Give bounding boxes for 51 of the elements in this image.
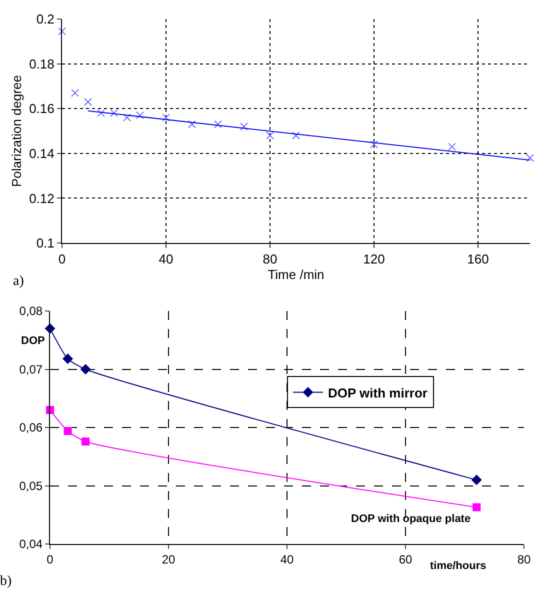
point xyxy=(188,120,196,128)
x-tick-label: 80 xyxy=(517,552,531,566)
point xyxy=(97,109,105,118)
y-tick-label: 0.18 xyxy=(29,56,54,72)
y-tick-label: 0.2 xyxy=(36,12,54,27)
point xyxy=(84,98,92,106)
point xyxy=(240,122,248,131)
point xyxy=(370,140,378,148)
x-tick-label: 40 xyxy=(280,552,294,566)
point xyxy=(110,109,118,118)
y-axis-title: Polarization degree xyxy=(9,74,24,188)
point xyxy=(526,154,534,162)
point xyxy=(64,427,72,435)
point xyxy=(80,364,91,374)
x-tick-label: 120 xyxy=(363,252,385,267)
y-tick-label: 0.1 xyxy=(36,236,54,251)
x-tick-label: 0 xyxy=(46,552,54,566)
point xyxy=(62,354,73,364)
y-tick-label: 0.14 xyxy=(29,146,54,161)
y-axis-title: DOP xyxy=(21,335,45,347)
x-axis-title: time/hours xyxy=(430,560,486,572)
y-tick-label: 0.12 xyxy=(29,190,54,206)
y-tick-label: 0,08 xyxy=(19,304,43,318)
point xyxy=(472,503,481,512)
y-tick-label: 0,06 xyxy=(19,420,43,435)
point xyxy=(123,114,131,122)
text: a) xyxy=(13,274,24,289)
y-tick-label: 0,04 xyxy=(19,537,43,552)
point xyxy=(162,114,170,122)
legend-label: DOP with mirror xyxy=(328,385,428,400)
x-tick-label: 160 xyxy=(467,252,489,267)
y-tick-label: 0,07 xyxy=(19,362,43,376)
point xyxy=(136,111,144,120)
x-tick-label: 60 xyxy=(398,552,412,566)
point xyxy=(292,131,300,140)
x-tick-label: 0 xyxy=(58,252,66,267)
text: b) xyxy=(0,574,12,589)
point xyxy=(472,474,482,485)
x-tick-label: 20 xyxy=(162,552,176,566)
point xyxy=(82,437,90,446)
point xyxy=(71,88,79,97)
point xyxy=(448,142,456,151)
x-tick-label: 80 xyxy=(262,252,278,267)
y-tick-label: 0.16 xyxy=(29,101,54,116)
point xyxy=(214,120,222,128)
series-label: DOP with opaque plate xyxy=(351,513,471,525)
x-tick-label: 40 xyxy=(158,252,174,267)
point xyxy=(266,131,274,140)
point xyxy=(58,27,66,36)
x-axis-title: Time /min xyxy=(268,267,324,282)
y-tick-label: 0,05 xyxy=(19,478,43,493)
